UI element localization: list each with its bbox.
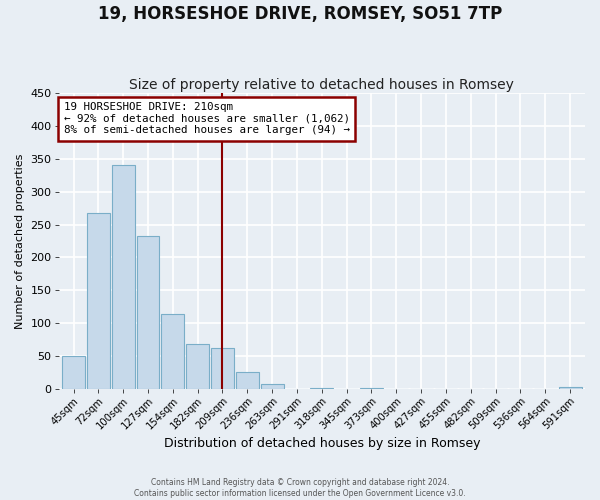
Bar (310, 388, 333, 389)
Bar (186, 344, 209, 389)
X-axis label: Distribution of detached houses by size in Romsey: Distribution of detached houses by size … (164, 437, 480, 450)
Bar (261, 384, 284, 389)
Text: Contains HM Land Registry data © Crown copyright and database right 2024.
Contai: Contains HM Land Registry data © Crown c… (134, 478, 466, 498)
Bar (211, 348, 234, 389)
Bar (161, 314, 184, 389)
Bar (87, 214, 110, 389)
Bar (559, 387, 581, 389)
Bar (62, 356, 85, 389)
Title: Size of property relative to detached houses in Romsey: Size of property relative to detached ho… (130, 78, 514, 92)
Bar (236, 372, 259, 389)
Bar (360, 388, 383, 389)
Bar (112, 166, 134, 389)
Bar (137, 236, 160, 389)
Text: 19 HORSESHOE DRIVE: 210sqm
← 92% of detached houses are smaller (1,062)
8% of se: 19 HORSESHOE DRIVE: 210sqm ← 92% of deta… (64, 102, 350, 135)
Y-axis label: Number of detached properties: Number of detached properties (15, 154, 25, 328)
Text: 19, HORSESHOE DRIVE, ROMSEY, SO51 7TP: 19, HORSESHOE DRIVE, ROMSEY, SO51 7TP (98, 5, 502, 23)
